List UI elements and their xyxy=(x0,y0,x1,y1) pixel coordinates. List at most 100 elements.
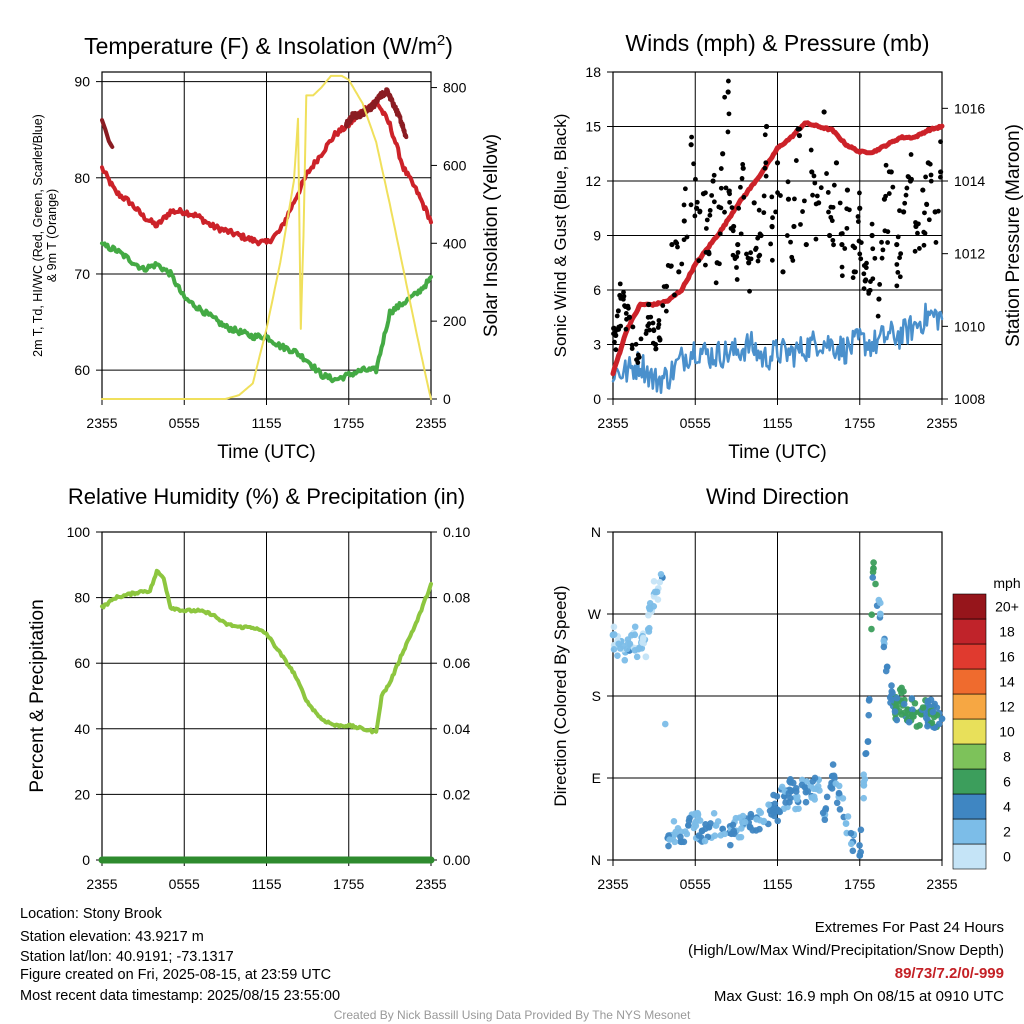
direction-point xyxy=(835,789,843,797)
gust-point xyxy=(711,172,717,178)
gust-point xyxy=(703,190,708,196)
direction-point xyxy=(610,623,618,631)
direction-point xyxy=(702,821,709,828)
direction-point xyxy=(862,750,870,757)
direction-point xyxy=(677,838,684,846)
gust-point xyxy=(938,139,943,145)
gust-point xyxy=(872,255,878,261)
y2-tick-label: 1016 xyxy=(954,100,985,116)
direction-point xyxy=(774,817,782,825)
y-axis-title: Direction (Colored By Speed) xyxy=(551,585,570,806)
direction-point xyxy=(707,820,714,827)
y-tick-label: 3 xyxy=(593,337,601,353)
gust-point xyxy=(748,256,754,262)
humidity-chart: 0 20 40 60 80 100 0.00 0.02 0.04 0.06 0.08 0.10 2355… xyxy=(27,484,470,892)
gust-point xyxy=(928,178,934,184)
gust-point xyxy=(703,226,709,231)
gust-point xyxy=(694,205,700,211)
gust-point xyxy=(762,165,768,171)
x-tick-label: 1155 xyxy=(251,415,281,431)
gust-point xyxy=(839,241,845,248)
direction-point xyxy=(738,825,745,832)
footer-elevation: Station elevation: 43.9217 m xyxy=(20,929,204,945)
footer-latlon: Station lat/lon: 40.9191; -73.1317 xyxy=(20,949,234,965)
gust-point xyxy=(707,208,713,213)
y2-tick-label: 0 xyxy=(443,391,451,407)
colorbar-swatch xyxy=(952,768,987,795)
gust-point xyxy=(870,246,876,252)
gust-point xyxy=(927,161,933,167)
gust-point xyxy=(735,241,741,248)
direction-point xyxy=(864,738,872,745)
gust-point xyxy=(867,288,873,293)
direction-point xyxy=(868,625,875,633)
x-tick-label: 1155 xyxy=(762,415,792,431)
gust-point xyxy=(682,186,688,192)
gust-point xyxy=(793,158,799,163)
direction-point xyxy=(875,596,883,604)
x-tick-label: 2355 xyxy=(415,876,446,892)
y2-tick-label: 1012 xyxy=(954,246,985,262)
direction-point xyxy=(802,798,810,806)
direction-point xyxy=(816,787,823,794)
gust-point xyxy=(886,169,892,175)
gust-point xyxy=(727,199,733,205)
gust-point xyxy=(920,187,926,193)
gust-point xyxy=(833,160,840,166)
direction-point xyxy=(727,841,734,849)
direction-point xyxy=(644,625,652,633)
gust-point xyxy=(897,274,903,280)
gust-point xyxy=(736,205,742,211)
direction-point xyxy=(695,832,703,839)
direction-point xyxy=(621,656,629,664)
gust-point xyxy=(728,226,734,231)
y2-tick-label: 800 xyxy=(443,80,467,96)
gust-point xyxy=(886,191,892,196)
solar-insolation-line xyxy=(101,74,432,400)
direction-point xyxy=(642,653,650,661)
chart-title: Wind Direction xyxy=(706,484,849,509)
direction-point xyxy=(821,816,829,824)
gust-point xyxy=(725,129,731,135)
gust-point xyxy=(709,193,715,198)
gust-point xyxy=(818,185,824,191)
colorbar-swatch xyxy=(952,718,987,745)
gust-point xyxy=(780,269,786,275)
gust-point xyxy=(676,269,682,275)
direction-point xyxy=(665,842,672,850)
gust-point xyxy=(650,340,656,346)
direction-point xyxy=(692,822,700,830)
gust-point xyxy=(883,193,888,199)
max-gust: Max Gust: 16.9 mph On 08/15 at 0910 UTC xyxy=(713,988,1004,1005)
gust-point xyxy=(672,292,677,298)
colorbar-swatch xyxy=(952,593,987,620)
gust-point xyxy=(751,200,757,206)
direction-point xyxy=(911,699,919,707)
gust-point xyxy=(762,132,768,138)
gust-point xyxy=(738,184,743,190)
y-tick-label: N xyxy=(591,524,601,540)
gust-point xyxy=(726,189,732,195)
gust-point xyxy=(906,174,912,180)
y2-tick-label: 0.06 xyxy=(443,655,470,671)
gust-point xyxy=(623,311,629,316)
gust-point xyxy=(748,250,754,256)
gust-point xyxy=(623,326,629,332)
gust-point xyxy=(734,265,739,270)
gust-point xyxy=(694,199,700,205)
colorbar-swatch xyxy=(952,843,987,870)
direction-point xyxy=(710,810,718,817)
direction-point xyxy=(631,631,639,639)
gust-point xyxy=(773,209,779,215)
gust-point xyxy=(908,152,914,157)
gust-point xyxy=(789,254,795,260)
wind-direction-chart: N E S W N 2355 0555 1155 1755 2355 Wind Direction D… xyxy=(551,484,1021,892)
gust-point xyxy=(716,204,722,210)
x-tick-label: 1755 xyxy=(333,415,364,431)
gust-point xyxy=(741,194,747,200)
direction-point xyxy=(614,652,621,659)
gust-point xyxy=(855,214,861,219)
gust-point xyxy=(903,192,909,198)
direction-point xyxy=(792,788,800,795)
gust-point xyxy=(915,221,921,227)
